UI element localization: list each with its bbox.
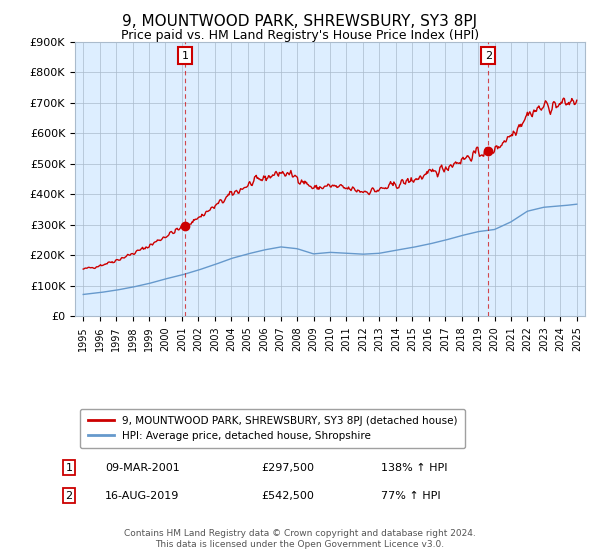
Text: Price paid vs. HM Land Registry's House Price Index (HPI): Price paid vs. HM Land Registry's House … — [121, 29, 479, 42]
Text: 16-AUG-2019: 16-AUG-2019 — [105, 491, 179, 501]
Text: 09-MAR-2001: 09-MAR-2001 — [105, 463, 180, 473]
Text: 1: 1 — [182, 51, 188, 60]
Text: 77% ↑ HPI: 77% ↑ HPI — [381, 491, 440, 501]
Text: Contains HM Land Registry data © Crown copyright and database right 2024.
This d: Contains HM Land Registry data © Crown c… — [124, 529, 476, 549]
Legend: 9, MOUNTWOOD PARK, SHREWSBURY, SY3 8PJ (detached house), HPI: Average price, det: 9, MOUNTWOOD PARK, SHREWSBURY, SY3 8PJ (… — [80, 409, 464, 449]
Text: 1: 1 — [65, 463, 73, 473]
Text: 138% ↑ HPI: 138% ↑ HPI — [381, 463, 448, 473]
Text: 9, MOUNTWOOD PARK, SHREWSBURY, SY3 8PJ: 9, MOUNTWOOD PARK, SHREWSBURY, SY3 8PJ — [122, 14, 478, 29]
Text: 2: 2 — [65, 491, 73, 501]
Text: £297,500: £297,500 — [261, 463, 314, 473]
Text: £542,500: £542,500 — [261, 491, 314, 501]
Text: 2: 2 — [485, 51, 492, 60]
